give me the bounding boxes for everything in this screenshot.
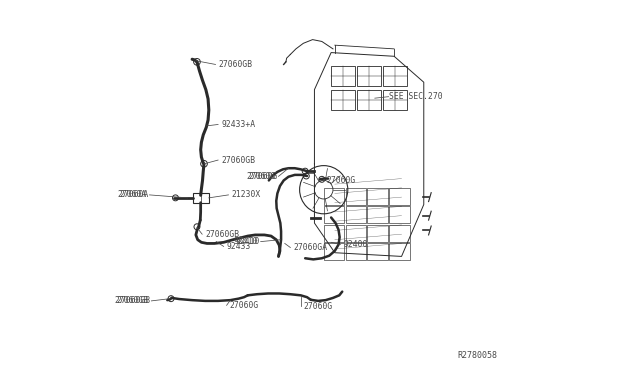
Bar [389, 243, 410, 260]
Text: 27060G: 27060G [304, 302, 333, 311]
Bar [389, 188, 410, 205]
Text: SEE SEC.270: SEE SEC.270 [389, 92, 443, 101]
Text: 27060GB: 27060GB [221, 155, 255, 164]
Bar [389, 206, 410, 223]
Bar [367, 206, 388, 223]
Text: 27060A: 27060A [117, 190, 147, 199]
Bar [357, 90, 381, 110]
Bar [383, 65, 407, 86]
Text: 27060G: 27060G [248, 172, 278, 181]
Bar [367, 225, 388, 241]
Bar [346, 188, 366, 205]
Text: 92433: 92433 [227, 242, 251, 251]
Text: 27060GB: 27060GB [218, 60, 253, 69]
Bar [346, 243, 366, 260]
Text: 21230X: 21230X [232, 190, 260, 199]
Bar [357, 65, 381, 86]
Bar [324, 206, 344, 223]
Text: 27060GB: 27060GB [116, 296, 150, 305]
Bar [331, 90, 355, 110]
Bar [331, 65, 355, 86]
Bar [389, 225, 410, 241]
Text: 27060G: 27060G [230, 301, 259, 310]
Text: 92400: 92400 [343, 240, 368, 249]
Text: 27060A: 27060A [120, 190, 148, 199]
Bar [324, 188, 344, 205]
Bar [367, 188, 388, 205]
Text: 27060GA: 27060GA [293, 243, 328, 252]
Bar [193, 193, 209, 203]
Text: 27060GB: 27060GB [205, 230, 239, 239]
Text: 92410: 92410 [236, 237, 260, 246]
Text: 27060GB: 27060GB [115, 296, 148, 305]
Text: 27060G: 27060G [246, 172, 276, 181]
Bar [346, 225, 366, 241]
Text: 92410: 92410 [234, 237, 258, 246]
Text: 92433+A: 92433+A [221, 120, 255, 129]
Bar [367, 243, 388, 260]
Text: R2780058: R2780058 [457, 351, 497, 360]
Bar [383, 90, 407, 110]
Bar [324, 225, 344, 241]
Bar [324, 243, 344, 260]
Text: 27060G: 27060G [326, 176, 356, 185]
Bar [346, 206, 366, 223]
